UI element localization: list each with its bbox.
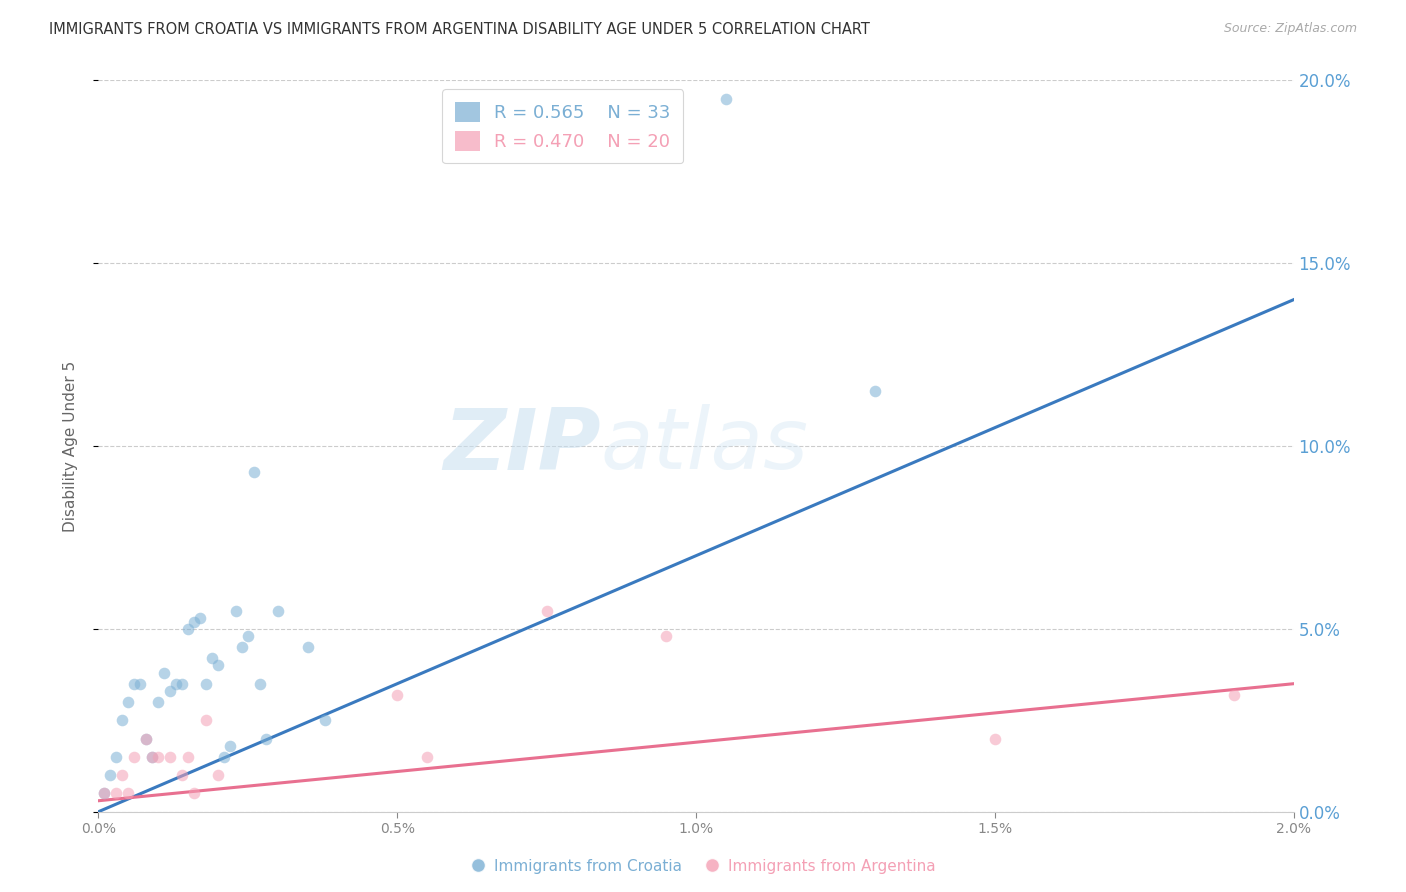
Text: atlas: atlas [600, 404, 808, 488]
Point [135, 731, 157, 746]
Point [297, 640, 319, 655]
Point [236, 629, 259, 643]
Text: Source: ZipAtlas.com: Source: ZipAtlas.com [1223, 22, 1357, 36]
Point [148, 749, 170, 764]
Point [172, 768, 194, 782]
Point [219, 739, 242, 753]
Y-axis label: Disability Age Under 5: Disability Age Under 5 [63, 360, 77, 532]
Point [111, 768, 134, 782]
Text: IMMIGRANTS FROM CROATIA VS IMMIGRANTS FROM ARGENTINA DISABILITY AGE UNDER 5 CORR: IMMIGRANTS FROM CROATIA VS IMMIGRANTS FR… [49, 22, 870, 37]
Point [117, 695, 139, 709]
Point [416, 749, 439, 764]
Point [536, 603, 558, 617]
Point [93, 787, 115, 801]
Point [714, 92, 737, 106]
Point [165, 676, 187, 690]
Point [195, 676, 218, 690]
Point [385, 688, 409, 702]
Point [177, 749, 200, 764]
Legend: R = 0.565    N = 33, R = 0.470    N = 20: R = 0.565 N = 33, R = 0.470 N = 20 [441, 89, 683, 163]
Point [267, 603, 290, 617]
Point [98, 768, 122, 782]
Point [655, 629, 678, 643]
Point [153, 665, 176, 680]
Point [141, 749, 163, 764]
Point [212, 749, 235, 764]
Point [225, 603, 247, 617]
Point [135, 731, 157, 746]
Point [183, 787, 205, 801]
Point [172, 676, 194, 690]
Point [159, 684, 181, 698]
Point [111, 714, 134, 728]
Point [243, 465, 266, 479]
Point [117, 787, 139, 801]
Point [124, 749, 146, 764]
Point [207, 658, 229, 673]
Point [231, 640, 253, 655]
Point [201, 651, 224, 665]
Point [207, 768, 229, 782]
Point [105, 749, 128, 764]
Point [865, 384, 887, 398]
Point [315, 714, 337, 728]
Point [141, 749, 163, 764]
Point [183, 615, 205, 629]
Point [148, 695, 170, 709]
Point [1223, 688, 1246, 702]
Legend: Immigrants from Croatia, Immigrants from Argentina: Immigrants from Croatia, Immigrants from… [465, 853, 941, 880]
Point [984, 731, 1007, 746]
Point [105, 787, 128, 801]
Text: ZIP: ZIP [443, 404, 600, 488]
Point [129, 676, 152, 690]
Point [159, 749, 181, 764]
Point [188, 611, 211, 625]
Point [124, 676, 146, 690]
Point [195, 714, 218, 728]
Point [254, 731, 277, 746]
Point [249, 676, 271, 690]
Point [177, 622, 200, 636]
Point [93, 787, 115, 801]
